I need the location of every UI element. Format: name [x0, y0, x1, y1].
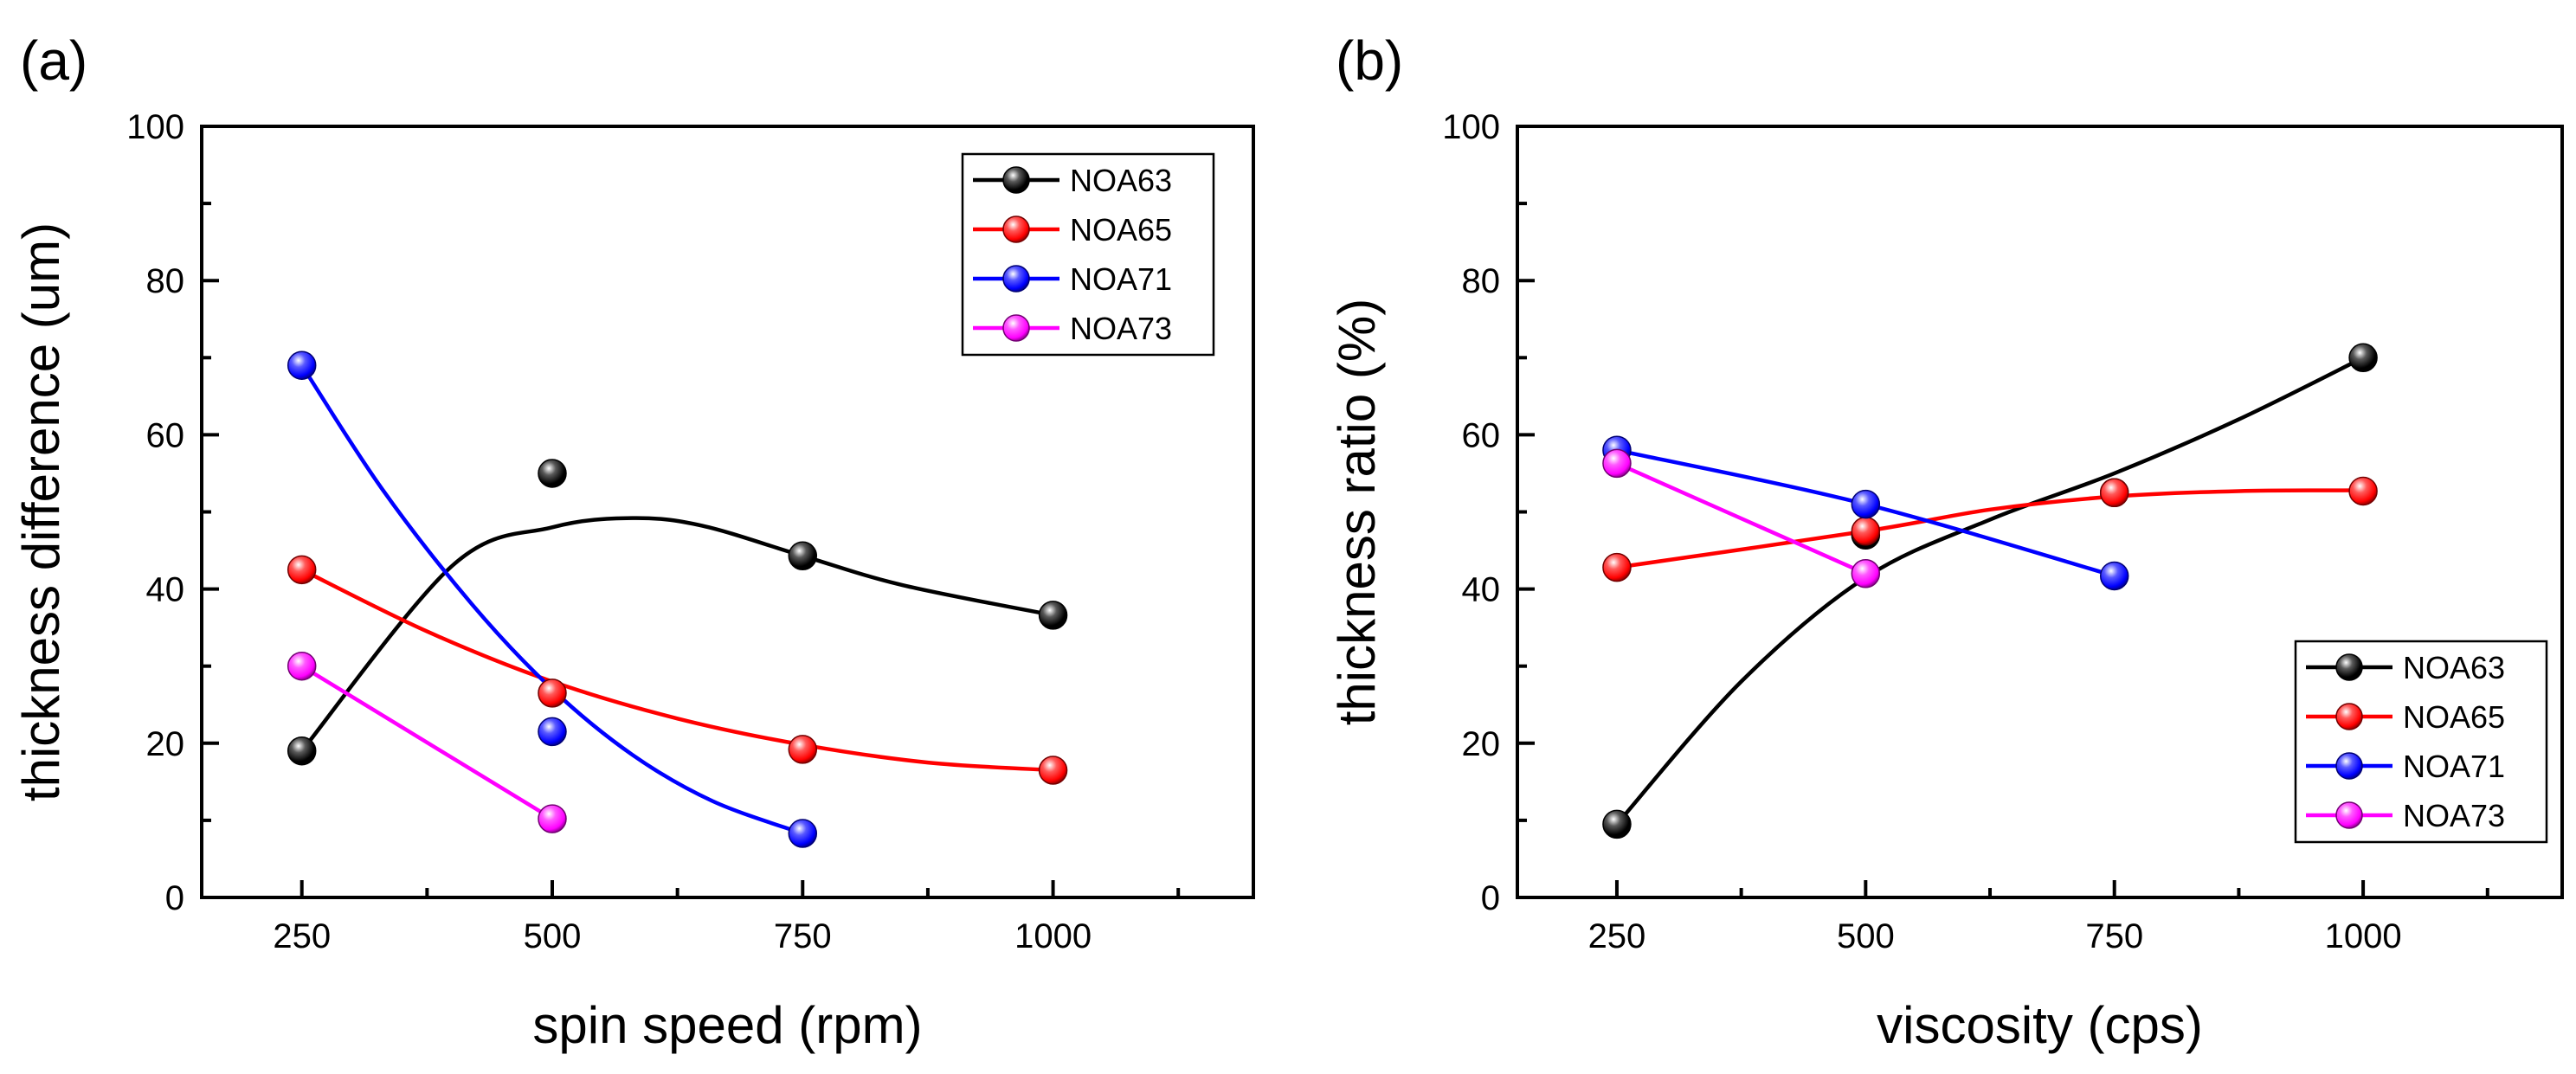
panel-b-legend-noa71-label: NOA71 — [2403, 749, 2505, 784]
panel-b-noa65-point — [1602, 552, 1632, 582]
panel-a-x-tick-label: 500 — [524, 917, 582, 955]
panel-a-noa71-point — [538, 717, 567, 747]
panel-a-noa65-point — [788, 735, 818, 764]
panel-b-y-axis-title: thickness ratio (%) — [1328, 299, 1386, 725]
panel-a: (a) 250 500 750 1000 0 20 40 60 80 100 spin speed (… — [12, 29, 1255, 1054]
panel-b-noa73-fit-line — [1616, 461, 1867, 576]
panel-b-label: (b) — [1336, 29, 1403, 92]
panel-b-noa63-point — [2348, 343, 2378, 373]
panel-b-noa71-point — [1851, 489, 1881, 519]
panel-b-y-tick-label: 100 — [1442, 108, 1500, 146]
panel-b-x-axis-title: viscosity (cps) — [1877, 996, 2203, 1054]
panel-a-noa65-point — [1038, 756, 1068, 785]
panel-a-label: (a) — [20, 29, 87, 92]
panel-a-x-axis-title: spin speed (rpm) — [532, 996, 922, 1054]
panel-b-x-tick-label: 1000 — [2325, 917, 2402, 955]
panel-a-noa73-point — [287, 651, 317, 681]
panel-b-noa65-point — [1851, 517, 1881, 546]
panel-a-noa65-point — [538, 678, 567, 708]
panel-a-y-tick-label: 60 — [146, 416, 185, 454]
panel-a-legend-noa71-marker — [1002, 265, 1030, 293]
panel-b-noa65-fit-line — [1616, 488, 2364, 569]
panel-a-noa71-point — [788, 819, 818, 848]
panel-b-noa63-point — [1602, 809, 1632, 839]
panel-b-y-tick-label: 80 — [1462, 262, 1501, 300]
panel-b-legend-noa73-label: NOA73 — [2403, 798, 2505, 833]
panel-a-legend-noa73-label: NOA73 — [1070, 311, 1172, 346]
panel-a-noa63-point — [538, 459, 567, 488]
panel-a-noa63-point — [788, 541, 818, 571]
panel-a-noa71-point — [287, 350, 317, 380]
panel-a-y-tick-label: 40 — [146, 571, 185, 609]
panel-a-y-tick-label: 80 — [146, 262, 185, 300]
panel-b-y-tick-label: 60 — [1462, 416, 1501, 454]
panel-a-legend-noa71-label: NOA71 — [1070, 261, 1172, 297]
panel-b-x-tick-label: 500 — [1837, 917, 1895, 955]
panel-b-y-tick-label: 40 — [1462, 571, 1501, 609]
panel-b: (b) 250 500 750 1000 0 20 40 60 80 100 viscosity (c… — [1328, 29, 2564, 1054]
panel-b-noa73-point — [1602, 448, 1632, 479]
panel-b-legend-noa63-marker — [2335, 653, 2363, 681]
panel-a-noa65-fit-line — [300, 568, 1053, 773]
panel-a-y-tick-label: 20 — [146, 725, 185, 763]
panel-b-legend-noa71-marker — [2335, 752, 2363, 780]
panel-a-y-tick-label: 100 — [126, 108, 184, 146]
panel-a-y-axis-title: thickness difference (um) — [12, 222, 70, 801]
panel-a-y-tick-label: 0 — [165, 879, 184, 917]
panel-a-legend-noa63-marker — [1002, 166, 1030, 194]
panel-b-legend: NOA63 NOA65 NOA71 NOA73 — [2294, 640, 2548, 844]
panel-a-x-tick-label: 1000 — [1014, 917, 1092, 955]
panel-b-legend-noa65-label: NOA65 — [2403, 699, 2505, 735]
panel-b-x-tick-label: 750 — [2085, 917, 2143, 955]
panel-a-legend-noa65-label: NOA65 — [1070, 212, 1172, 248]
panel-a-legend: NOA63 NOA65 NOA71 NOA73 — [961, 152, 1215, 357]
panel-a-legend-noa65-marker — [1002, 215, 1030, 243]
panel-b-y-tick-label: 0 — [1481, 879, 1500, 917]
panel-a-noa71-fit-line — [299, 363, 804, 836]
panel-a-noa63-fit-line — [299, 516, 1054, 753]
panel-b-noa65-point — [2348, 476, 2378, 506]
panel-b-legend-noa65-marker — [2335, 703, 2363, 730]
panel-a-noa73-fit-line — [300, 664, 554, 821]
panel-a-noa63-point — [287, 736, 317, 766]
panel-a-x-tick-label: 750 — [774, 917, 832, 955]
panel-b-legend-noa73-marker — [2335, 801, 2363, 829]
panel-a-legend-noa63-label: NOA63 — [1070, 163, 1172, 198]
panel-a-noa63-point — [1038, 601, 1068, 630]
panel-b-legend-noa63-label: NOA63 — [2403, 650, 2505, 685]
panel-a-legend-noa73-marker — [1002, 314, 1030, 342]
panel-b-x-tick-label: 250 — [1588, 917, 1646, 955]
panel-b-noa71-point — [2099, 561, 2129, 591]
panel-a-x-tick-label: 250 — [273, 917, 331, 955]
panel-b-noa65-point — [2099, 478, 2129, 507]
panel-a-noa65-point — [287, 555, 317, 585]
panel-a-noa73-point — [538, 804, 567, 833]
panel-b-noa63-fit-line — [1615, 356, 2365, 826]
panel-b-y-tick-label: 20 — [1462, 725, 1501, 763]
panel-b-noa73-point — [1851, 559, 1881, 588]
